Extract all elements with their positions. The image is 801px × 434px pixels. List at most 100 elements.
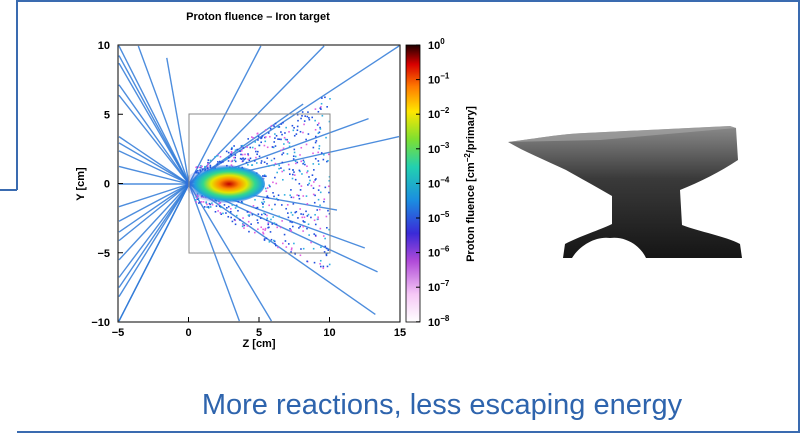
hit bbox=[263, 201, 266, 203]
hit bbox=[292, 173, 294, 176]
hit bbox=[294, 160, 297, 163]
track bbox=[118, 94, 190, 185]
hit bbox=[261, 135, 264, 137]
colorbar-tick-base: 10 bbox=[428, 282, 440, 294]
hit bbox=[273, 125, 275, 127]
hit bbox=[219, 155, 222, 158]
hit bbox=[204, 165, 206, 168]
hit bbox=[265, 175, 267, 178]
hit bbox=[262, 175, 264, 177]
hit bbox=[282, 147, 285, 150]
hit bbox=[263, 144, 266, 147]
hit bbox=[277, 246, 279, 249]
hit bbox=[222, 161, 224, 163]
hit bbox=[262, 206, 264, 208]
anvil-highlight bbox=[508, 126, 736, 142]
hit bbox=[300, 185, 303, 187]
hit bbox=[302, 220, 305, 222]
hit bbox=[290, 189, 292, 191]
hit bbox=[296, 194, 298, 196]
hit bbox=[285, 246, 288, 248]
hit bbox=[292, 158, 295, 160]
hit bbox=[275, 244, 277, 247]
colorbar-tick-exponent: −7 bbox=[440, 279, 450, 288]
hit bbox=[288, 168, 291, 171]
hit bbox=[234, 223, 237, 226]
hit bbox=[196, 198, 199, 200]
hit bbox=[323, 251, 326, 253]
hit bbox=[265, 190, 268, 192]
hit bbox=[244, 157, 247, 160]
hit bbox=[281, 133, 283, 136]
hit bbox=[266, 146, 269, 149]
hit bbox=[225, 212, 227, 214]
hit bbox=[288, 145, 291, 148]
hit bbox=[291, 177, 294, 180]
hit bbox=[303, 120, 306, 122]
hit bbox=[319, 107, 322, 109]
hit bbox=[266, 162, 268, 165]
hit bbox=[262, 228, 264, 231]
hit bbox=[243, 227, 245, 229]
track bbox=[118, 183, 190, 222]
hit bbox=[250, 223, 252, 225]
hit bbox=[312, 193, 315, 196]
hit bbox=[278, 138, 281, 141]
hit bbox=[270, 124, 273, 127]
hit bbox=[274, 133, 276, 135]
hit bbox=[234, 160, 237, 163]
colorbar-tick-label: 10−7 bbox=[428, 279, 450, 294]
hit bbox=[240, 145, 243, 147]
hit bbox=[292, 196, 295, 199]
hit bbox=[318, 208, 321, 211]
hit bbox=[266, 217, 269, 220]
hit bbox=[302, 162, 304, 165]
hit bbox=[299, 189, 302, 191]
hit bbox=[314, 213, 316, 216]
hit bbox=[280, 167, 282, 169]
hit bbox=[300, 248, 302, 250]
hit bbox=[267, 165, 270, 167]
hit bbox=[247, 153, 249, 155]
colorbar-tick-exponent: −5 bbox=[440, 210, 450, 219]
track bbox=[118, 142, 190, 185]
hit bbox=[288, 131, 290, 133]
hit bbox=[285, 207, 287, 210]
colorbar-tick-label: 10−2 bbox=[428, 106, 450, 121]
hit bbox=[218, 202, 221, 205]
hit bbox=[235, 149, 238, 151]
hit bbox=[280, 149, 282, 151]
hit bbox=[287, 216, 290, 219]
hit bbox=[278, 126, 281, 128]
hit bbox=[248, 214, 251, 216]
hit bbox=[301, 111, 304, 113]
hit bbox=[207, 163, 209, 165]
anvil-image bbox=[508, 126, 742, 258]
hit bbox=[267, 223, 270, 226]
hit bbox=[278, 167, 280, 170]
colorbar-tick-label: 10−8 bbox=[428, 314, 450, 329]
hit bbox=[264, 140, 267, 143]
hit bbox=[274, 176, 276, 179]
hit bbox=[322, 158, 325, 161]
hit bbox=[288, 142, 291, 144]
hit bbox=[234, 149, 237, 152]
hit bbox=[316, 218, 319, 221]
hit bbox=[294, 178, 297, 181]
hit bbox=[230, 150, 233, 153]
hit bbox=[310, 216, 312, 219]
hit bbox=[314, 108, 317, 110]
hit bbox=[323, 198, 326, 201]
track bbox=[118, 183, 190, 322]
hit bbox=[229, 207, 232, 210]
frame-border bbox=[16, 0, 800, 433]
hit bbox=[319, 204, 321, 207]
hit bbox=[300, 160, 303, 163]
target-outline bbox=[188, 113, 331, 254]
hit bbox=[267, 222, 270, 224]
hit bbox=[230, 216, 232, 219]
hit bbox=[273, 157, 276, 160]
hit bbox=[287, 243, 290, 245]
hit bbox=[252, 205, 255, 207]
hit bbox=[303, 161, 306, 163]
